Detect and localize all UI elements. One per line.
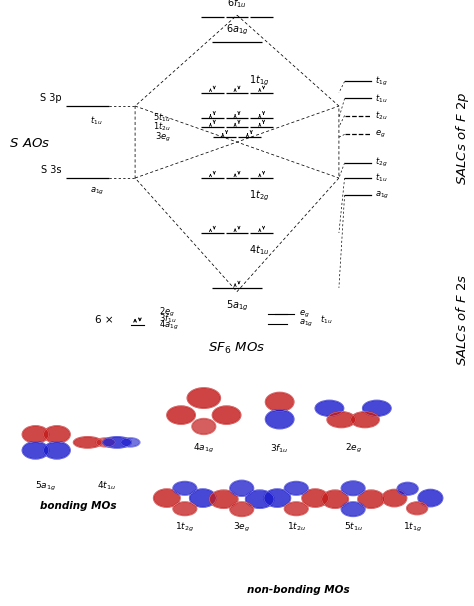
Ellipse shape (173, 481, 197, 495)
Text: $a_{1g}$: $a_{1g}$ (299, 318, 313, 330)
Text: $1t_{2u}$: $1t_{2u}$ (287, 521, 306, 533)
Text: non-bonding MOs: non-bonding MOs (247, 585, 350, 595)
Ellipse shape (265, 393, 294, 411)
Text: S 3p: S 3p (40, 93, 62, 103)
Ellipse shape (302, 489, 328, 507)
Text: $S$ $AOs$: $S$ $AOs$ (9, 138, 51, 150)
Ellipse shape (96, 438, 115, 447)
Ellipse shape (187, 388, 220, 408)
Ellipse shape (167, 406, 195, 424)
Text: $4t_{1u}$: $4t_{1u}$ (249, 244, 269, 258)
Text: $SALCs$ $of$ $F$ $2s$: $SALCs$ $of$ $F$ $2s$ (455, 274, 469, 366)
Ellipse shape (173, 502, 197, 516)
Ellipse shape (44, 442, 70, 459)
Text: bonding MOs: bonding MOs (40, 501, 117, 511)
Ellipse shape (358, 490, 384, 508)
Text: $1t_{1g}$: $1t_{1g}$ (249, 74, 269, 88)
Ellipse shape (418, 490, 443, 507)
Text: $1t_{2u}$: $1t_{2u}$ (153, 121, 171, 133)
Text: $a_{1g}$: $a_{1g}$ (375, 190, 389, 201)
Text: $5a_{1g}$: $5a_{1g}$ (35, 480, 55, 493)
Ellipse shape (212, 406, 241, 424)
Text: $1t_{2g}$: $1t_{2g}$ (175, 521, 194, 534)
Text: $4a_{1g}$: $4a_{1g}$ (159, 319, 179, 332)
Text: $4a_{1g}$: $4a_{1g}$ (193, 442, 214, 456)
Text: $t_{2g}$: $t_{2g}$ (375, 156, 387, 170)
Text: $3e_g$: $3e_g$ (155, 130, 171, 144)
Ellipse shape (341, 481, 365, 496)
Ellipse shape (315, 401, 344, 416)
Text: $SF_6$ $MOs$: $SF_6$ $MOs$ (208, 341, 266, 356)
Ellipse shape (284, 481, 308, 495)
Text: $6f_{1u}$: $6f_{1u}$ (227, 0, 247, 10)
Text: $2e_g$: $2e_g$ (159, 306, 175, 319)
Ellipse shape (190, 489, 216, 507)
Text: $e_g$: $e_g$ (375, 129, 385, 140)
Ellipse shape (382, 490, 407, 507)
Text: $5t_{1u}$: $5t_{1u}$ (344, 521, 363, 533)
Text: $4t_{1u}$: $4t_{1u}$ (97, 480, 116, 493)
Ellipse shape (73, 437, 102, 448)
Text: $1t_{2g}$: $1t_{2g}$ (249, 188, 269, 203)
Ellipse shape (192, 419, 216, 435)
Text: $t_{2u}$: $t_{2u}$ (375, 109, 387, 122)
Text: $SALCs$ $of$ $F$ $2p$: $SALCs$ $of$ $F$ $2p$ (454, 92, 471, 185)
Text: $t_{1u}$: $t_{1u}$ (90, 115, 102, 127)
Text: $3f_{1u}$: $3f_{1u}$ (270, 442, 289, 455)
Text: $a_{1g}$: $a_{1g}$ (90, 187, 104, 198)
Text: $3e_g$: $3e_g$ (233, 521, 250, 534)
Text: $e_g$: $e_g$ (299, 309, 309, 320)
Ellipse shape (351, 411, 379, 428)
Text: $2e_g$: $2e_g$ (345, 442, 362, 456)
Text: $t_{1u}$: $t_{1u}$ (375, 92, 387, 105)
Ellipse shape (407, 502, 428, 514)
Ellipse shape (103, 437, 131, 448)
Ellipse shape (397, 482, 418, 495)
Ellipse shape (284, 502, 308, 516)
Text: $1t_{1g}$: $1t_{1g}$ (403, 521, 422, 534)
Text: $3f_{1u}$: $3f_{1u}$ (159, 313, 176, 325)
Ellipse shape (264, 489, 291, 507)
Ellipse shape (322, 490, 348, 508)
Ellipse shape (230, 481, 254, 496)
Ellipse shape (341, 502, 365, 516)
Ellipse shape (265, 410, 294, 429)
Text: $6a_{1g}$: $6a_{1g}$ (226, 22, 248, 37)
Ellipse shape (44, 426, 70, 443)
Ellipse shape (210, 490, 238, 508)
Ellipse shape (363, 401, 391, 416)
Ellipse shape (230, 502, 254, 516)
Text: $t_{1g}$: $t_{1g}$ (375, 75, 387, 88)
Text: S 3s: S 3s (41, 165, 62, 175)
Text: $t_{1u}$: $t_{1u}$ (320, 313, 332, 325)
Text: 6 ×: 6 × (95, 315, 114, 325)
Text: $5a_{1g}$: $5a_{1g}$ (226, 298, 248, 313)
Ellipse shape (121, 438, 140, 447)
Ellipse shape (246, 490, 274, 508)
Ellipse shape (154, 489, 180, 507)
Text: $5t_{1u}$: $5t_{1u}$ (153, 112, 171, 124)
Ellipse shape (22, 426, 49, 443)
Text: $t_{1u}$: $t_{1u}$ (375, 171, 387, 184)
Ellipse shape (327, 411, 356, 428)
Ellipse shape (22, 442, 49, 459)
